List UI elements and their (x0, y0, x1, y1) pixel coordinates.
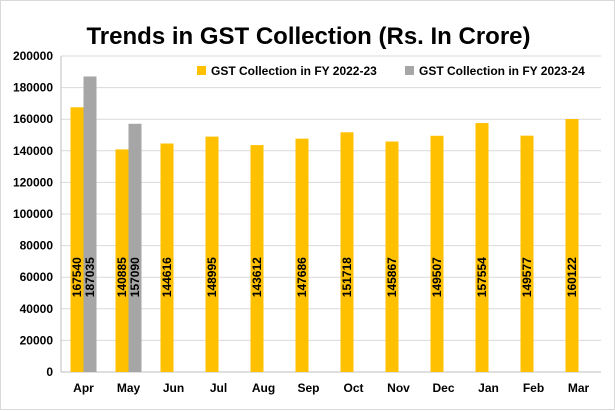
data-label: 157090 (128, 257, 142, 297)
data-label: 187035 (83, 257, 97, 297)
data-label: 143612 (250, 257, 264, 297)
x-tick-label: Jan (478, 381, 499, 395)
chart-title: Trends in GST Collection (Rs. In Crore) (86, 23, 531, 50)
x-tick-label: Aug (252, 381, 275, 395)
bar-fy2022-23 (295, 138, 309, 372)
data-label: 148995 (205, 257, 219, 297)
y-tick-label: 160000 (13, 112, 53, 126)
x-tick-label: Oct (343, 381, 363, 395)
y-tick-label: 200000 (13, 49, 53, 63)
legend-swatch (405, 66, 414, 75)
legend-swatch (197, 66, 206, 75)
data-label: 145867 (385, 257, 399, 297)
y-tick-label: 100000 (13, 207, 53, 221)
x-tick-label: Jun (163, 381, 184, 395)
x-tick-label: Jul (210, 381, 227, 395)
y-tick-label: 180000 (13, 81, 53, 95)
data-label: 147686 (295, 257, 309, 297)
bar-fy2022-23 (430, 135, 444, 372)
y-tick-label: 0 (46, 365, 53, 379)
legend-label: GST Collection in FY 2023-24 (419, 64, 585, 78)
x-tick-label: Apr (73, 381, 94, 395)
x-tick-label: Mar (568, 381, 590, 395)
bar-fy2022-23 (340, 132, 354, 372)
bar-fy2023-24 (83, 76, 97, 372)
data-label: 160122 (565, 257, 579, 297)
bar-fy2022-23 (70, 107, 84, 372)
x-tick-label: Feb (523, 381, 544, 395)
data-label: 140885 (115, 257, 129, 297)
bar-fy2022-23 (205, 136, 219, 372)
bar-fy2022-23 (520, 135, 534, 372)
data-label: 157554 (475, 257, 489, 297)
data-label: 144616 (160, 257, 174, 297)
bar-fy2022-23 (250, 145, 264, 372)
bar-fy2022-23 (115, 149, 129, 372)
y-tick-label: 60000 (20, 270, 54, 284)
data-label: 151718 (340, 257, 354, 297)
data-label: 167540 (70, 257, 84, 297)
bar-fy2022-23 (565, 119, 579, 373)
y-tick-label: 40000 (20, 302, 54, 316)
legend-label: GST Collection in FY 2022-23 (211, 64, 377, 78)
y-tick-label: 120000 (13, 175, 53, 189)
bar-fy2022-23 (160, 143, 174, 372)
x-tick-label: May (117, 381, 141, 395)
bar-fy2023-24 (128, 123, 142, 373)
y-tick-label: 80000 (20, 239, 54, 253)
x-tick-label: Sep (297, 381, 319, 395)
bar-fy2022-23 (385, 141, 399, 372)
x-tick-label: Dec (432, 381, 454, 395)
y-tick-label: 20000 (20, 333, 54, 347)
bar-fy2022-23 (475, 123, 489, 372)
data-label: 149577 (520, 257, 534, 297)
y-tick-label: 140000 (13, 144, 53, 158)
x-tick-label: Nov (387, 381, 410, 395)
data-label: 149507 (430, 257, 444, 297)
